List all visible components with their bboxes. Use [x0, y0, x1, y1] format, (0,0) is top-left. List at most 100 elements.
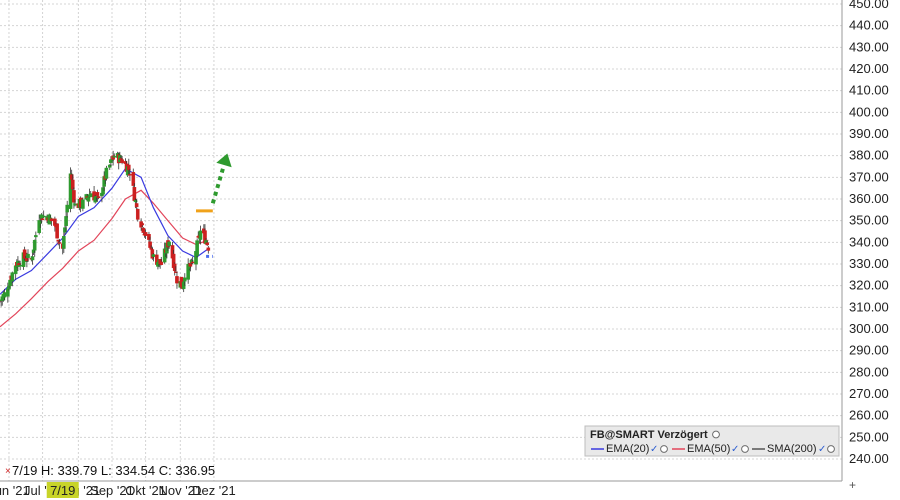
candle-body	[159, 261, 164, 265]
y-tick-label: 410.00	[849, 83, 889, 98]
candle-body	[32, 239, 37, 251]
candle-body	[56, 239, 61, 242]
y-tick-label: 440.00	[849, 18, 889, 33]
legend-sma200-checkmark-icon[interactable]: ✓	[818, 444, 826, 455]
legend-ema20-settings-icon[interactable]	[660, 445, 668, 453]
y-tick-label: 280.00	[849, 364, 889, 379]
y-tick-label: 360.00	[849, 191, 889, 206]
y-tick-label: 320.00	[849, 278, 889, 293]
y-tick-label: 420.00	[849, 61, 889, 76]
candle-body	[38, 221, 43, 224]
candle-body	[188, 263, 193, 267]
grid	[0, 0, 842, 481]
trend-arrow-head-icon	[216, 153, 232, 168]
candle-body	[95, 192, 100, 196]
legend-ema50-settings-icon[interactable]	[741, 445, 749, 453]
candle-body	[55, 223, 59, 239]
candle-body	[131, 172, 136, 186]
candle-body	[49, 218, 54, 222]
x-tick-label: Okt '21	[125, 483, 166, 498]
candle-body	[112, 156, 117, 158]
ema20-line	[0, 167, 209, 295]
symbol-label: FB@SMART Verzögert	[590, 429, 708, 441]
candlestick-series	[0, 150, 211, 307]
candle-body	[134, 203, 139, 208]
y-tick-label: 270.00	[849, 386, 889, 401]
candle-body	[133, 200, 138, 203]
candle-body	[143, 232, 148, 236]
x-tick-label: Sep '21	[90, 483, 134, 498]
candle-body	[8, 279, 12, 287]
candle-body	[72, 190, 76, 203]
candle-body	[128, 174, 132, 176]
add-panel-plus-icon[interactable]: +	[849, 478, 856, 492]
candle-body	[41, 215, 46, 218]
candle-body	[151, 254, 156, 257]
y-axis: 240.00 250.00 260.00 270.00 280.00 290.00 300.…	[841, 0, 889, 481]
candle-body	[135, 208, 140, 220]
candle-body	[120, 159, 124, 163]
legend: FB@SMART Verzögert EMA(20) ✓ EMA(50) ✓ S…	[584, 425, 840, 457]
crosshair-marker-icon: ×	[5, 466, 11, 477]
candle-body	[30, 256, 35, 261]
candle-body	[141, 227, 146, 233]
y-tick-label: 260.00	[849, 408, 889, 423]
candle-body	[167, 241, 171, 247]
x-tick-label: Dez '21	[192, 483, 236, 498]
candle-body	[111, 155, 115, 160]
candle-body	[150, 249, 155, 259]
y-tick-label: 300.00	[849, 321, 889, 336]
candle-body	[206, 247, 211, 251]
candle-body	[2, 292, 7, 298]
y-tick-label: 430.00	[849, 39, 889, 54]
candle-body	[37, 220, 41, 234]
candle-body	[88, 193, 93, 198]
candle-body	[195, 240, 199, 256]
candle-body	[198, 230, 203, 240]
candle-body	[172, 263, 177, 272]
candle-body	[70, 179, 75, 190]
candle-body	[10, 272, 15, 282]
y-tick-label: 400.00	[849, 104, 889, 119]
candle-body	[162, 248, 167, 263]
y-tick-label: 340.00	[849, 234, 889, 249]
candle-body	[205, 242, 210, 246]
annotations	[196, 153, 232, 258]
symbol-settings-icon[interactable]	[712, 430, 720, 439]
ema50-line	[0, 189, 209, 328]
candle-body	[190, 261, 195, 264]
candle-body	[65, 204, 69, 213]
candle-body	[63, 227, 67, 233]
candle-body	[57, 242, 62, 244]
y-tick-label: 240.00	[849, 451, 889, 466]
x-tick-label: Jun '21	[0, 483, 30, 498]
legend-sma200-settings-icon[interactable]	[827, 445, 835, 453]
candle-body	[40, 218, 45, 221]
candle-body	[104, 167, 109, 179]
y-tick-label: 450.00	[849, 0, 889, 11]
y-tick-label: 370.00	[849, 169, 889, 184]
legend-label-ema50: EMA(50)	[687, 443, 730, 455]
highlighted-date-label: 7/19	[50, 483, 75, 498]
legend-ema50-checkmark-icon[interactable]: ✓	[731, 444, 739, 455]
candle-body	[126, 164, 131, 171]
y-tick-label: 330.00	[849, 256, 889, 271]
candle-body	[182, 277, 187, 282]
candle-body	[7, 286, 11, 290]
candle-body	[96, 196, 101, 199]
candle-body	[181, 281, 186, 290]
candle-body	[174, 271, 178, 273]
legend-ema20-checkmark-icon[interactable]: ✓	[650, 444, 658, 455]
candle-body	[81, 199, 85, 209]
candle-body	[147, 234, 151, 240]
y-tick-label: 380.00	[849, 148, 889, 163]
y-tick-label: 290.00	[849, 343, 889, 358]
candle-body	[175, 276, 179, 284]
legend-label-sma200: SMA(200)	[767, 443, 817, 455]
candle-body	[148, 241, 152, 248]
highlighted-date-background	[46, 482, 79, 498]
candle-body	[86, 197, 91, 202]
candle-body	[101, 187, 105, 195]
